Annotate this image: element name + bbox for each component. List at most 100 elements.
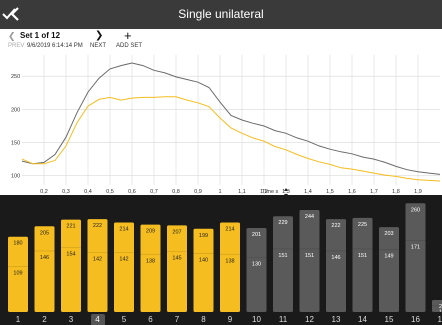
y-tick-label: 100 (11, 174, 20, 180)
rep-bar-top-value: 222 (93, 223, 102, 229)
rep-bar-1 (8, 236, 28, 312)
rep-bar-bottom-value: 130 (252, 262, 261, 268)
rep-bar-top-value: 244 (305, 214, 314, 220)
rep-number-8[interactable]: 8 (201, 315, 206, 324)
rep-bar-top-value: 260 (411, 207, 420, 213)
plus-icon[interactable]: + (124, 28, 132, 43)
rep-number-6[interactable]: 6 (148, 315, 153, 324)
rep-bar-top-value: 214 (225, 227, 234, 233)
rep-bar-bottom-value: 151 (278, 253, 287, 259)
x-tick-label: 0,9 (194, 189, 202, 195)
rep-number-11[interactable]: 11 (278, 315, 288, 324)
rep-bar-top-value: 180 (13, 241, 22, 247)
rep-number-16[interactable]: 16 (411, 315, 420, 324)
rep-number-1[interactable]: 1 (15, 315, 21, 324)
x-tick-label: 0,2 (40, 189, 48, 195)
rep-bar-top-value: 205 (40, 230, 49, 236)
rep-number-12[interactable]: 12 (305, 315, 314, 324)
rep-bar-7 (167, 225, 187, 312)
time-marker-down-icon (284, 194, 288, 195)
rep-bar-bottom-value: 151 (305, 253, 314, 259)
rep-bar-top-value: 222 (331, 223, 340, 229)
rep-bars-area: 180 109 205 146 221 154 222 142 214 142 209 138 207 1… (0, 195, 442, 325)
x-tick-label: 1,5 (326, 189, 334, 195)
rep-bar-8 (193, 228, 214, 312)
x-tick-label: 1,9 (414, 189, 422, 195)
force-time-chart[interactable]: 0,2 0,3 0,4 0,5 0,6 0,7 0,8 0,9 1 1,1 1,2 1,3 1,4 1,5… (0, 53, 442, 195)
add-set-button[interactable]: ADD SET (116, 43, 143, 49)
x-tick-label: 0,4 (84, 189, 92, 195)
rep-bar-top-value: 229 (278, 220, 287, 226)
rep-number-9[interactable]: 9 (227, 315, 233, 324)
rep-bar-top-value: 199 (199, 233, 208, 239)
rep-bar-6 (140, 224, 161, 312)
next-button[interactable]: NEXT (90, 43, 107, 49)
rep-bar-bottom-value: 109 (13, 270, 22, 276)
prev-button[interactable]: PREV (8, 43, 25, 49)
x-tick-label: 1,2 (260, 189, 268, 195)
rep-bar-16 (405, 203, 426, 312)
rep-bar-13 (326, 219, 346, 312)
rep-bar-bottom-value: 146 (40, 255, 49, 261)
rep-bar-14 (352, 217, 373, 312)
rep-bar-bottom-value: 154 (66, 252, 75, 258)
rep-number-2[interactable]: 2 (42, 315, 47, 324)
rep-bar-17 (432, 300, 442, 312)
rep-bar-bottom-value: 142 (119, 257, 128, 263)
rep-bar-15 (379, 227, 399, 312)
rep-bar-bottom-value: 145 (172, 255, 181, 261)
back-chevron-icon[interactable] (6, 4, 24, 24)
x-axis-label: Time s (262, 189, 279, 195)
x-tick-label: 1,6 (348, 189, 356, 195)
rep-bar-bottom-value: 171 (411, 244, 420, 250)
series-line-2 (21, 96, 441, 182)
checkmark-icon[interactable] (0, 4, 18, 24)
rep-bar-top-value: 207 (172, 229, 181, 235)
rep-bar-9 (220, 222, 240, 312)
rep-number-14[interactable]: 14 (358, 315, 367, 324)
x-tick-label: 0,7 (150, 189, 158, 195)
x-tick-label: 1 (218, 189, 221, 195)
rep-bar-bottom-value: 149 (384, 254, 393, 260)
rep-bar-10 (246, 227, 267, 312)
x-tick-label: 1,8 (392, 189, 400, 195)
y-tick-label: 200 (11, 107, 20, 113)
rep-bar-2 (34, 226, 55, 312)
x-tick-label: 1,1 (238, 189, 246, 195)
x-tick-label: 0,6 (128, 189, 136, 195)
time-marker-up-icon (284, 188, 288, 191)
rep-bar-top-value: 201 (252, 232, 261, 238)
x-tick-label: 0,3 (62, 189, 70, 195)
rep-number-17[interactable]: 17 (437, 315, 442, 324)
rep-bar-bottom-value: 140 (199, 257, 208, 263)
rep-number-5[interactable]: 5 (121, 315, 127, 324)
set-label: Set 1 of 12 (20, 31, 61, 40)
rep-number-13[interactable]: 13 (331, 315, 341, 324)
rep-bar-12 (299, 209, 320, 312)
rep-bar-bottom-value: 146 (331, 255, 340, 261)
x-tick-label: 0,8 (172, 189, 180, 195)
next-arrow-icon[interactable]: ❯ (95, 30, 104, 41)
set-timestamp: 9/6/2019 6:14:14 PM (27, 43, 83, 49)
rep-number-3[interactable]: 3 (68, 315, 74, 324)
series-line-1 (21, 62, 441, 175)
prev-arrow-icon[interactable]: ❮ (8, 31, 16, 41)
title-bar: Single unilateral (0, 0, 442, 29)
rep-number-7[interactable]: 7 (174, 315, 180, 324)
rep-number-15[interactable]: 15 (384, 315, 394, 324)
rep-bar-5 (114, 222, 134, 312)
rep-bar-bottom-value: 15 (439, 310, 442, 312)
rep-number-4[interactable]: 4 (90, 314, 105, 325)
x-tick-label: 1,4 (304, 189, 312, 195)
rep-bar-bottom-value: 142 (93, 257, 102, 263)
y-tick-label: 150 (11, 141, 20, 147)
y-tick-label: 250 (11, 74, 20, 80)
rep-bar-top-value: 209 (146, 229, 155, 235)
page-title: Single unilateral (178, 7, 264, 21)
rep-bar-chart[interactable]: 180 109 205 146 221 154 222 142 214 142 209 138 207 1… (0, 195, 442, 312)
rep-bar-top-value: 225 (358, 222, 367, 228)
x-tick-label: 0,5 (106, 189, 114, 195)
rep-number-10[interactable]: 10 (252, 315, 261, 324)
rep-bar-top-value: 203 (384, 231, 393, 237)
rep-bar-4 (87, 219, 108, 312)
